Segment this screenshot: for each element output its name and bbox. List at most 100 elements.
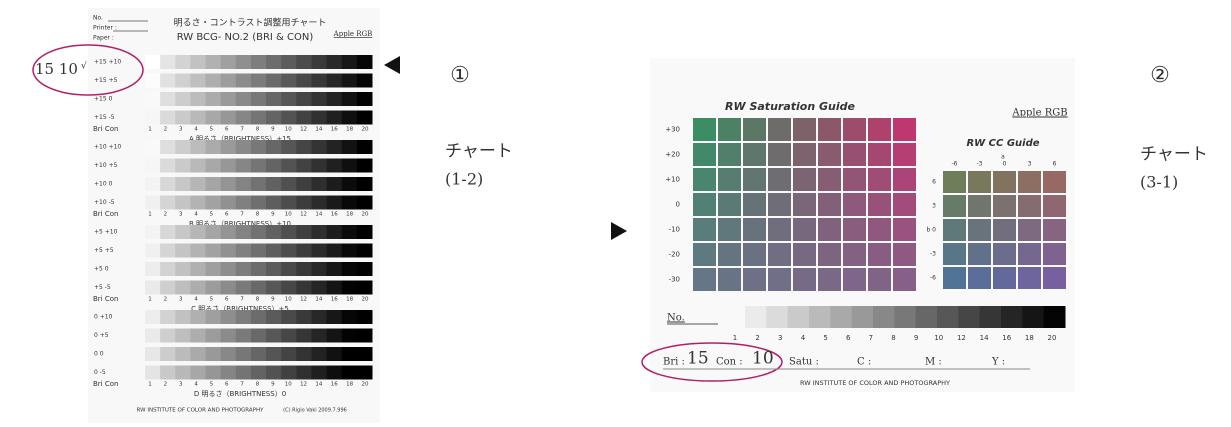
gray-step xyxy=(221,225,237,239)
gray-step xyxy=(145,347,161,361)
scale-number: 8 xyxy=(256,212,260,218)
gray-step xyxy=(221,347,237,361)
gray-step xyxy=(281,366,297,380)
gray-step xyxy=(190,310,206,324)
gray-step xyxy=(296,244,312,258)
gray-step xyxy=(357,140,373,154)
gray-step xyxy=(327,74,343,88)
row-label: +10 -5 xyxy=(94,199,115,206)
gray-step xyxy=(160,366,176,380)
saturation-patch xyxy=(893,243,916,266)
saturation-patch xyxy=(793,168,816,191)
gray-step xyxy=(236,159,252,173)
scale-number: 10 xyxy=(285,212,292,218)
gray-step xyxy=(281,281,297,295)
cc-y-label: -6 xyxy=(930,275,936,282)
gray-step xyxy=(236,196,252,210)
cc-y-label: -3 xyxy=(930,251,936,258)
gray-step xyxy=(251,177,267,191)
gray-step xyxy=(357,74,373,88)
cc-patch xyxy=(1018,195,1041,217)
field-label: Con : xyxy=(716,357,743,368)
scale-number: 1 xyxy=(148,297,152,303)
saturation-patch xyxy=(718,118,741,141)
scale-number: 9 xyxy=(271,297,275,303)
gray-step xyxy=(311,262,327,276)
gray-step xyxy=(296,347,312,361)
gray-step xyxy=(175,310,191,324)
gray-step xyxy=(327,196,343,210)
row-label: +10 xyxy=(665,176,680,184)
gray-step xyxy=(175,159,191,173)
field-label: No. xyxy=(667,313,685,324)
gray-step xyxy=(251,92,267,106)
gray-step xyxy=(327,244,343,258)
gray-step xyxy=(236,347,252,361)
scale-number: 12 xyxy=(300,297,307,303)
scale-number: 3 xyxy=(179,297,183,303)
scale-number: 2 xyxy=(755,334,759,342)
gray-step xyxy=(190,177,206,191)
gray-step xyxy=(281,111,297,125)
gray-step xyxy=(281,244,297,258)
gray-step xyxy=(236,262,252,276)
cc-patch xyxy=(1043,219,1066,241)
gray-step xyxy=(311,196,327,210)
row-label: +5 0 xyxy=(94,266,109,273)
scale-number: 9 xyxy=(914,334,918,342)
gray-step xyxy=(327,92,343,106)
chart-label: チャート xyxy=(445,142,513,162)
sheet-title-jp: 明るさ・コントラスト調整用チャート xyxy=(174,17,327,29)
gray-step xyxy=(266,159,282,173)
saturation-patch xyxy=(893,193,916,216)
gray-step xyxy=(175,177,191,191)
row-label: +5 +10 xyxy=(94,229,118,236)
gray-step xyxy=(160,310,176,324)
row-label: +15 +5 xyxy=(94,77,118,84)
block-caption: D 明るさ（BRIGHTNESS）0 xyxy=(194,390,286,398)
gray-step xyxy=(357,159,373,173)
gray-step xyxy=(311,92,327,106)
gray-step xyxy=(327,159,343,173)
gray-step xyxy=(206,196,222,210)
gray-step xyxy=(311,111,327,125)
chart-number: ② xyxy=(1150,63,1170,88)
row-label: +30 xyxy=(665,126,680,134)
guide-title: RW CC Guide xyxy=(966,138,1039,149)
cc-patch xyxy=(968,267,991,289)
gray-step xyxy=(160,159,176,173)
scale-number: 2 xyxy=(164,212,168,218)
gray-step xyxy=(311,329,327,343)
scale-number: 6 xyxy=(225,212,229,218)
scale-number: 1 xyxy=(733,334,737,342)
gray-step xyxy=(160,196,176,210)
gray-step xyxy=(160,262,176,276)
scale-number: 10 xyxy=(285,127,292,133)
gray-step xyxy=(236,281,252,295)
gray-step xyxy=(296,281,312,295)
saturation-patch xyxy=(718,143,741,166)
saturation-patch xyxy=(893,218,916,241)
gray-step xyxy=(175,244,191,258)
gray-step xyxy=(342,140,358,154)
cc-patch xyxy=(1018,267,1041,289)
cc-patch xyxy=(993,219,1016,241)
gray-step xyxy=(160,329,176,343)
gray-step xyxy=(357,177,373,191)
gray-step xyxy=(190,196,206,210)
cc-y-label: 6 xyxy=(932,179,936,186)
gray-step xyxy=(281,329,297,343)
gray-step xyxy=(266,177,282,191)
scale-number: 12 xyxy=(300,382,307,388)
gray-step xyxy=(788,306,810,328)
scale-number: 5 xyxy=(210,212,214,218)
gray-step xyxy=(357,262,373,276)
gray-step xyxy=(296,177,312,191)
gray-step xyxy=(221,281,237,295)
saturation-patch xyxy=(718,193,741,216)
gray-step xyxy=(175,347,191,361)
gray-step xyxy=(342,196,358,210)
row-label: 0 0 xyxy=(94,351,104,358)
gray-step xyxy=(190,262,206,276)
gray-step xyxy=(281,92,297,106)
